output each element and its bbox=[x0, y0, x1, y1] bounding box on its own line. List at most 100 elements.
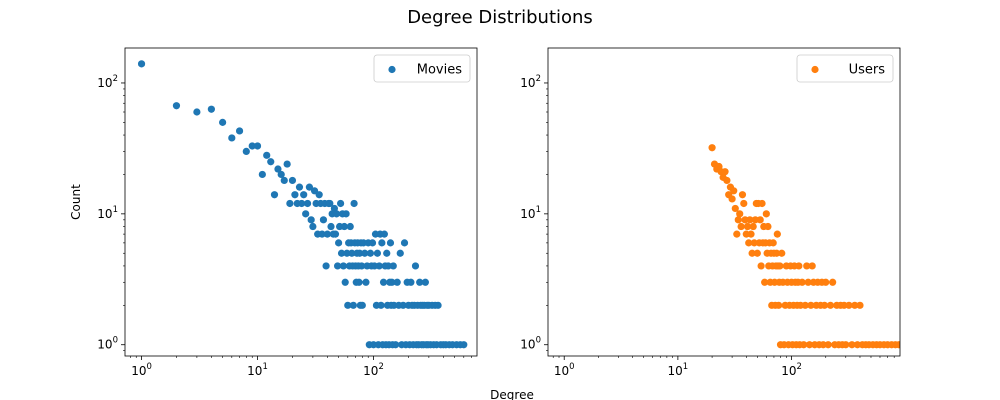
data-point bbox=[396, 249, 404, 257]
data-point bbox=[895, 341, 900, 349]
data-point bbox=[356, 249, 364, 257]
data-point bbox=[309, 222, 317, 231]
x-tick-label-base: 10 bbox=[247, 364, 262, 378]
y-axis-label: Count bbox=[69, 184, 83, 220]
data-point bbox=[856, 301, 864, 309]
data-point bbox=[341, 278, 349, 286]
data-point bbox=[355, 278, 363, 286]
data-point bbox=[743, 222, 752, 231]
data-point bbox=[819, 341, 827, 349]
data-point bbox=[829, 278, 837, 286]
y-tick-label-base: 10 bbox=[97, 338, 112, 352]
y-tick-label: 101 bbox=[97, 205, 118, 221]
figure-title: Degree Distributions bbox=[407, 7, 593, 28]
data-point bbox=[235, 127, 244, 135]
data-point bbox=[361, 249, 369, 257]
data-point bbox=[407, 278, 415, 286]
shared-x-axis-label: Degree bbox=[490, 388, 534, 400]
legend-box bbox=[796, 54, 894, 83]
legend-label: Movies bbox=[417, 63, 462, 78]
y-tick-label-base: 10 bbox=[97, 207, 112, 221]
axes-frame bbox=[124, 47, 478, 357]
data-point bbox=[258, 170, 266, 179]
data-point bbox=[762, 210, 770, 218]
data-point bbox=[330, 204, 339, 213]
data-point bbox=[750, 239, 758, 247]
data-point bbox=[228, 134, 236, 142]
y-tick-label: 102 bbox=[97, 74, 118, 90]
data-point bbox=[322, 262, 330, 270]
data-point bbox=[318, 230, 326, 238]
y-tick-label: 100 bbox=[97, 336, 118, 352]
data-point bbox=[764, 222, 772, 231]
data-point bbox=[804, 278, 812, 286]
data-point bbox=[307, 216, 315, 224]
data-point bbox=[280, 176, 288, 185]
y-tick-label-exponent: 0 bbox=[536, 336, 541, 346]
y-tick-label-base: 10 bbox=[520, 338, 535, 352]
data-point bbox=[778, 249, 786, 257]
data-point bbox=[339, 262, 348, 270]
data-point bbox=[807, 301, 815, 309]
data-point bbox=[795, 262, 803, 270]
data-point bbox=[348, 249, 356, 257]
data-point bbox=[342, 210, 350, 218]
data-point bbox=[740, 199, 748, 208]
data-point bbox=[421, 278, 429, 286]
data-point bbox=[340, 222, 348, 231]
data-point bbox=[358, 262, 366, 270]
data-point bbox=[207, 105, 215, 113]
data-point bbox=[400, 239, 409, 247]
data-point bbox=[798, 278, 806, 286]
data-point bbox=[315, 191, 323, 199]
data-point bbox=[333, 262, 342, 270]
y-tick-label-base: 10 bbox=[520, 207, 535, 221]
data-point bbox=[193, 108, 201, 116]
data-point bbox=[733, 230, 741, 238]
data-point bbox=[745, 239, 753, 247]
x-tick-label-exponent: 0 bbox=[569, 362, 574, 372]
data-point bbox=[362, 278, 370, 286]
y-tick-label-exponent: 0 bbox=[113, 336, 118, 346]
data-point bbox=[242, 147, 250, 155]
data-point bbox=[848, 341, 856, 349]
data-point bbox=[274, 165, 282, 173]
data-point bbox=[749, 222, 757, 231]
data-point bbox=[708, 144, 716, 152]
y-tick-label: 100 bbox=[520, 336, 541, 352]
data-point bbox=[384, 262, 392, 270]
data-point bbox=[721, 168, 729, 176]
data-point bbox=[366, 249, 375, 257]
data-point bbox=[731, 204, 739, 213]
x-tick-label: 101 bbox=[668, 362, 689, 378]
data-point bbox=[373, 249, 381, 257]
data-point bbox=[286, 199, 294, 208]
data-point bbox=[800, 341, 808, 349]
x-tick-label-exponent: 1 bbox=[262, 362, 267, 372]
data-point bbox=[737, 222, 745, 231]
y-tick-label-exponent: 2 bbox=[113, 74, 118, 84]
data-point bbox=[349, 301, 357, 309]
legend-box bbox=[373, 54, 471, 83]
x-tick-label: 102 bbox=[363, 362, 384, 378]
data-point bbox=[853, 341, 862, 349]
data-point bbox=[291, 191, 299, 199]
data-point bbox=[399, 301, 407, 309]
data-point bbox=[172, 102, 181, 110]
data-point bbox=[753, 249, 761, 257]
plot-area bbox=[548, 48, 900, 356]
data-point bbox=[219, 118, 227, 126]
legend-marker bbox=[388, 65, 396, 74]
y-tick-label-base: 10 bbox=[520, 76, 535, 90]
data-point bbox=[845, 301, 853, 309]
legend: Users bbox=[796, 54, 894, 83]
data-point bbox=[773, 230, 781, 238]
data-point bbox=[383, 249, 391, 257]
data-point bbox=[746, 216, 754, 224]
data-point bbox=[775, 301, 783, 309]
data-point bbox=[378, 239, 386, 247]
y-tick-label: 102 bbox=[520, 74, 541, 90]
